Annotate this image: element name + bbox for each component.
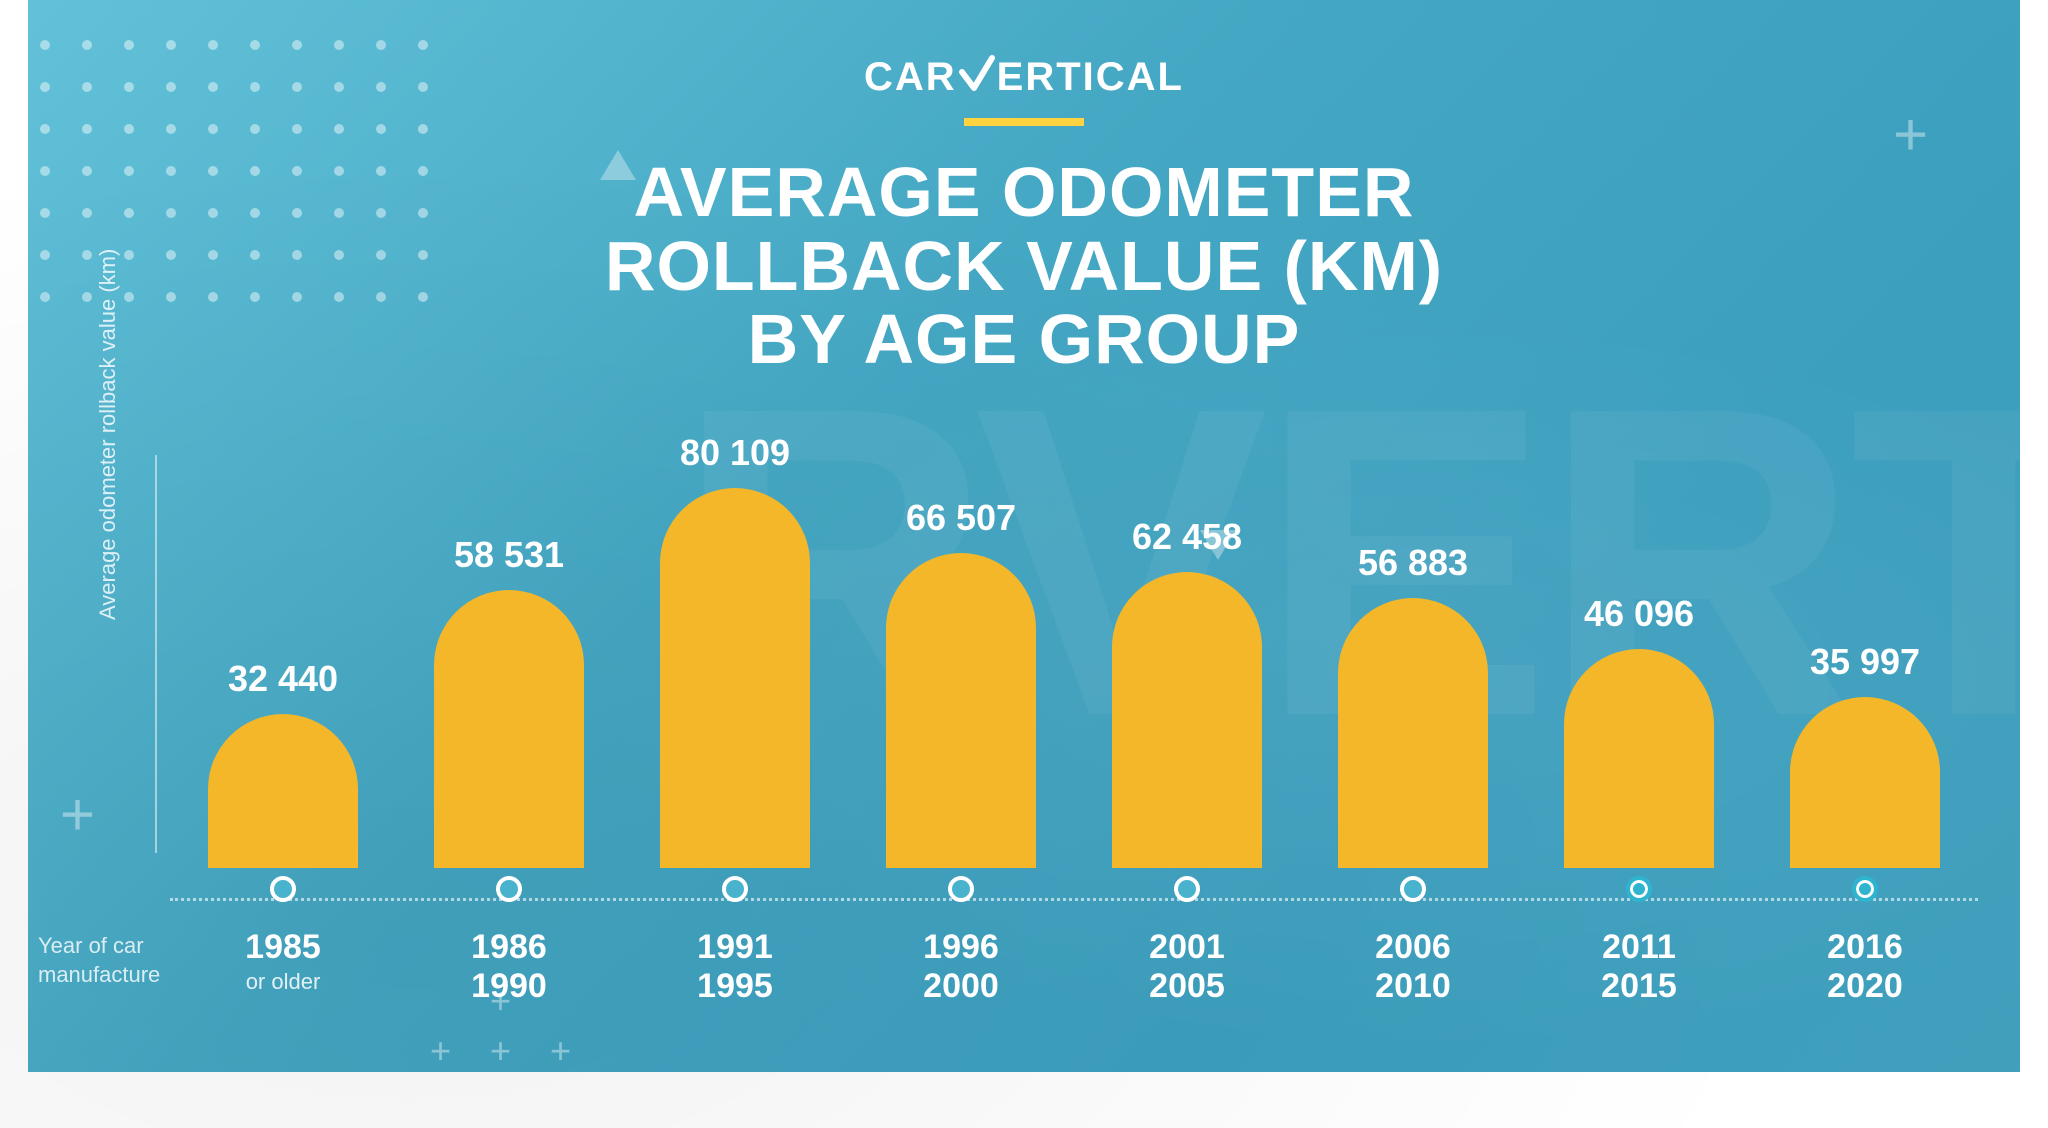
x-tick-label: 19861990 xyxy=(471,928,547,1006)
x-axis-cell: 19911995 xyxy=(622,890,848,1006)
bar-value-label: 56 883 xyxy=(1358,542,1468,584)
x-axis-cell: 1985or older xyxy=(170,890,396,1006)
bar-chart: 32 440 58 531 80 109 66 507 62 458 56 883 46 0… xyxy=(170,430,1978,868)
x-axis-cell: 19962000 xyxy=(848,890,1074,1006)
bar-value-label: 80 109 xyxy=(680,432,790,474)
bar xyxy=(886,553,1036,868)
plus-icon: + xyxy=(430,1030,451,1072)
axis-marker xyxy=(1174,876,1200,902)
bar xyxy=(1790,697,1940,868)
x-tick-label: 1985or older xyxy=(245,928,321,994)
x-tick-label: 20162020 xyxy=(1827,928,1903,1006)
x-tick-label: 19962000 xyxy=(923,928,999,1006)
bar xyxy=(1112,572,1262,868)
logo-car: CAR xyxy=(864,55,957,100)
x-axis-label: Year of car manufacture xyxy=(38,932,160,989)
x-axis-cell: 20162020 xyxy=(1752,890,1978,1006)
x-axis-cell: 20012005 xyxy=(1074,890,1300,1006)
bar-value-label: 35 997 xyxy=(1810,641,1920,683)
title-line2: ROLLBACK VALUE (KM) xyxy=(0,230,2048,304)
x-tick-label: 19911995 xyxy=(697,928,773,1006)
x-axis-cell: 19861990 xyxy=(396,890,622,1006)
frame-bottom xyxy=(0,1072,2048,1128)
header: CAR ERTICAL AVERAGE ODOMETER ROLLBACK VA… xyxy=(0,50,2048,377)
axis-marker xyxy=(722,876,748,902)
title-line1: AVERAGE ODOMETER xyxy=(0,156,2048,230)
x-axis-cell: 20112015 xyxy=(1526,890,1752,1006)
logo-check-icon xyxy=(959,54,995,94)
chart-title: AVERAGE ODOMETER ROLLBACK VALUE (KM) BY … xyxy=(0,156,2048,377)
bar-column: 35 997 xyxy=(1752,430,1978,868)
bar-value-label: 46 096 xyxy=(1584,593,1694,635)
plus-icon: + xyxy=(490,1030,511,1072)
bar-column: 80 109 xyxy=(622,430,848,868)
bar-column: 46 096 xyxy=(1526,430,1752,868)
axis-marker xyxy=(1400,876,1426,902)
logo-ertical: ERTICAL xyxy=(997,55,1184,100)
axis-marker xyxy=(496,876,522,902)
bar-column: 32 440 xyxy=(170,430,396,868)
bar xyxy=(660,488,810,868)
x-tick-label: 20112015 xyxy=(1601,928,1677,1006)
bar-column: 62 458 xyxy=(1074,430,1300,868)
brand-logo: CAR ERTICAL xyxy=(864,50,1184,100)
bar xyxy=(208,714,358,868)
x-axis: 1985or older 19861990 19911995 19962000 2001… xyxy=(170,890,1978,1006)
title-line3: BY AGE GROUP xyxy=(0,303,2048,377)
plus-icon: + xyxy=(60,780,95,849)
bar-value-label: 58 531 xyxy=(454,534,564,576)
x-tick-label: 20012005 xyxy=(1149,928,1225,1006)
bar-column: 66 507 xyxy=(848,430,1074,868)
bar-value-label: 32 440 xyxy=(228,658,338,700)
axis-marker xyxy=(1626,876,1652,902)
y-axis-label: Average odometer rollback value (km) xyxy=(95,249,121,620)
y-axis-line xyxy=(155,455,157,853)
bar xyxy=(1338,598,1488,868)
axis-marker xyxy=(270,876,296,902)
bar-value-label: 62 458 xyxy=(1132,516,1242,558)
axis-marker xyxy=(948,876,974,902)
bar xyxy=(1564,649,1714,868)
bar-column: 56 883 xyxy=(1300,430,1526,868)
x-axis-cell: 20062010 xyxy=(1300,890,1526,1006)
logo-underline xyxy=(964,118,1084,126)
axis-marker xyxy=(1852,876,1878,902)
bar-value-label: 66 507 xyxy=(906,497,1016,539)
plus-icon: + xyxy=(550,1030,571,1072)
bar xyxy=(434,590,584,868)
x-tick-label: 20062010 xyxy=(1375,928,1451,1006)
bar-column: 58 531 xyxy=(396,430,622,868)
